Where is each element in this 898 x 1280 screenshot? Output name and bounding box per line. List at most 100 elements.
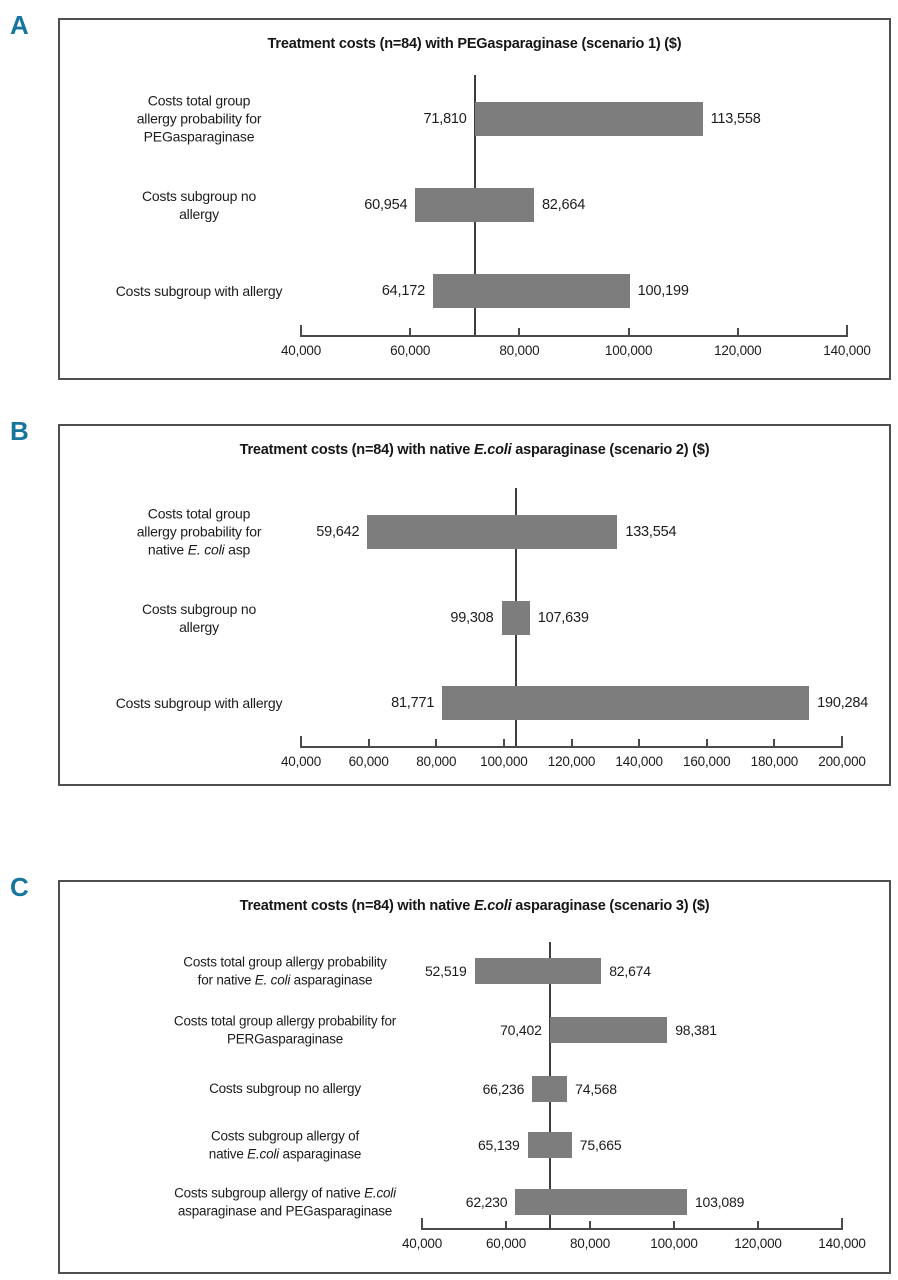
axis-tick-label: 80,000 xyxy=(499,343,540,358)
range-bar xyxy=(515,1189,687,1215)
axis-tick xyxy=(773,739,776,748)
category-label: Costs subgroup no allergy xyxy=(70,1080,500,1098)
text-segment: asparaginase (scenario 2) ($) xyxy=(511,442,710,458)
range-bar xyxy=(501,601,530,635)
range-bar xyxy=(367,515,618,549)
bar-low-value: 71,810 xyxy=(423,111,467,127)
text-segment: allergy xyxy=(179,206,219,222)
category-label: Costs subgroup with allergy xyxy=(70,694,328,712)
panel-letter-label: A xyxy=(10,10,29,40)
text-segment: asparaginase (scenario 3) ($) xyxy=(511,898,710,914)
x-axis xyxy=(300,325,848,337)
range-bar xyxy=(474,958,602,984)
axis-tick xyxy=(300,325,302,337)
text-segment: Costs total group allergy probability xyxy=(183,954,387,970)
text-segment: allergy probability for xyxy=(136,110,262,127)
axis-tick xyxy=(409,328,412,337)
chart-panel: C Treatment costs (n=84) with native E.c… xyxy=(10,874,891,1274)
text-segment: Treatment costs (n=84) with native xyxy=(239,898,474,914)
italic-text-segment: E.coli xyxy=(473,898,512,914)
category-label: Costs total group allergy probability fo… xyxy=(70,1012,500,1047)
text-segment: allergy probability for xyxy=(136,523,262,540)
axis-tick-label: 100,000 xyxy=(480,754,528,769)
bar-high-value: 133,554 xyxy=(625,524,677,540)
bar-high-value: 103,089 xyxy=(694,1194,745,1210)
panel-letter-label: B xyxy=(10,416,29,446)
axis-tick-label: 80,000 xyxy=(569,1236,611,1251)
bar-low-value: 99,308 xyxy=(450,610,494,626)
range-bar xyxy=(415,188,534,222)
axis-tick-label: 140,000 xyxy=(615,754,663,769)
italic-text-segment: E.coli xyxy=(364,1185,396,1201)
text-segment: asparaginase xyxy=(290,972,373,987)
range-bar xyxy=(527,1132,572,1158)
text-segment: PERGasparaginase xyxy=(226,1031,344,1046)
category-label: Costs subgroup no allergy xyxy=(70,187,328,223)
axis-tick xyxy=(736,328,739,337)
bar-low-value: 59,642 xyxy=(316,524,360,540)
bar-low-value: 52,519 xyxy=(424,963,467,979)
bar-high-value: 100,199 xyxy=(637,283,689,299)
axis-tick-label: 120,000 xyxy=(547,754,596,769)
axis-tick xyxy=(367,739,370,748)
text-segment: Costs subgroup no xyxy=(141,187,257,204)
category-label: Costs subgroup allergy of native E.coli a… xyxy=(70,1184,500,1219)
text-segment: Costs subgroup allergy of xyxy=(210,1128,360,1144)
bar-high-value: 75,665 xyxy=(579,1137,622,1153)
chart-panel: A Treatment costs (n=84) with PEGasparag… xyxy=(10,12,891,380)
axis-tick xyxy=(846,325,848,337)
axis-tick xyxy=(638,739,641,748)
category-label: Costs total group allergy probability for… xyxy=(70,92,328,147)
axis-tick-label: 100,000 xyxy=(650,1236,698,1251)
text-segment: Costs subgroup with allergy xyxy=(115,694,283,711)
range-bar xyxy=(442,686,810,720)
axis-tick xyxy=(673,1221,675,1230)
bar-high-value: 74,568 xyxy=(575,1081,617,1097)
italic-text-segment: E. coli xyxy=(254,972,291,987)
text-segment: asparaginase xyxy=(278,1146,362,1161)
range-bar xyxy=(532,1076,568,1102)
axis-tick-label: 120,000 xyxy=(714,343,762,358)
text-segment: PEGasparaginase xyxy=(143,129,255,146)
text-segment: Costs total group xyxy=(147,505,251,522)
axis-tick-label: 40,000 xyxy=(401,1236,443,1251)
axis-tick xyxy=(757,1221,759,1230)
bar-low-value: 64,172 xyxy=(381,283,425,299)
axis-tick xyxy=(505,1221,507,1230)
chart-title: Treatment costs (n=84) with PEGasparagin… xyxy=(60,36,889,52)
axis-tick-label: 140,000 xyxy=(823,343,871,358)
axis-tick xyxy=(627,328,630,337)
axis-tick-label: 40,000 xyxy=(280,343,322,358)
bar-low-value: 66,236 xyxy=(482,1081,525,1097)
range-bar xyxy=(549,1017,668,1043)
bar-low-value: 81,771 xyxy=(391,695,435,711)
chart-title: Treatment costs (n=84) with native E.col… xyxy=(60,442,889,458)
axis-tick-label: 120,000 xyxy=(734,1236,782,1251)
axis-tick-label: 160,000 xyxy=(683,754,731,769)
chart-title: Treatment costs (n=84) with native E.col… xyxy=(60,898,889,914)
axis-tick-label: 140,000 xyxy=(818,1236,866,1251)
axis-tick xyxy=(570,739,573,748)
category-label: Costs total group allergy probability for… xyxy=(70,505,328,560)
category-label: Costs total group allergy probability for… xyxy=(70,953,500,988)
axis-tick xyxy=(518,328,521,337)
bar-low-value: 65,139 xyxy=(477,1137,520,1153)
axis-tick-label: 80,000 xyxy=(416,754,457,769)
text-segment: asp xyxy=(224,542,251,559)
bar-low-value: 70,402 xyxy=(500,1022,542,1038)
bar-high-value: 190,284 xyxy=(817,695,869,711)
bar-high-value: 98,381 xyxy=(675,1022,717,1038)
axis-tick-label: 100,000 xyxy=(604,343,653,358)
axis-tick xyxy=(300,736,302,748)
text-segment: asparaginase and PEGasparaginase xyxy=(177,1203,393,1218)
bar-high-value: 82,664 xyxy=(541,197,586,213)
text-segment: native xyxy=(147,542,188,559)
range-bar xyxy=(432,274,630,308)
category-label: Costs subgroup no allergy xyxy=(70,600,328,636)
axis-tick xyxy=(435,739,438,748)
axis-tick xyxy=(589,1221,591,1230)
text-segment: allergy xyxy=(179,619,219,635)
text-segment: for native xyxy=(197,972,255,987)
range-bar xyxy=(474,102,703,136)
axis-tick xyxy=(705,739,708,748)
